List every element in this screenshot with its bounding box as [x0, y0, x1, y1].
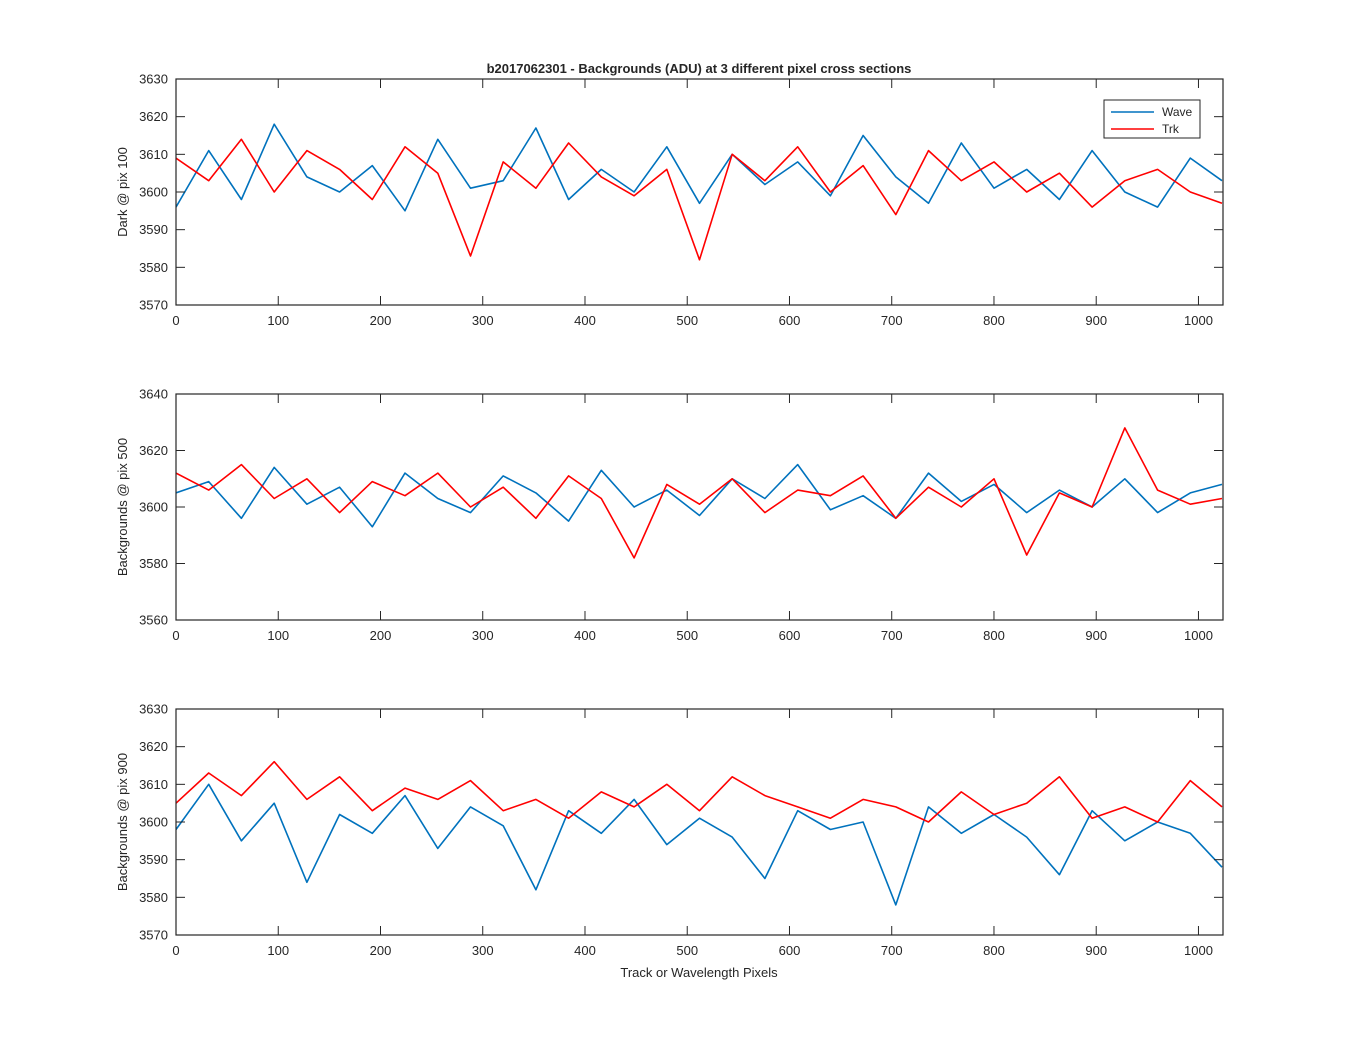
y-tick-label: 3560	[139, 613, 168, 628]
x-tick-label: 0	[172, 943, 179, 958]
y-tick-label: 3630	[139, 72, 168, 87]
x-tick-label: 300	[472, 628, 494, 643]
x-tick-label: 300	[472, 943, 494, 958]
y-tick-label: 3610	[139, 777, 168, 792]
x-tick-label: 600	[779, 313, 801, 328]
y-axis-label: Backgrounds @ pix 900	[115, 753, 130, 891]
y-tick-label: 3600	[139, 815, 168, 830]
x-tick-label: 600	[779, 943, 801, 958]
x-tick-label: 100	[267, 943, 289, 958]
y-tick-label: 3630	[139, 702, 168, 717]
series-trk-line	[176, 427, 1223, 559]
y-tick-label: 3620	[139, 739, 168, 754]
x-tick-label: 100	[267, 313, 289, 328]
x-tick-label: 400	[574, 628, 596, 643]
y-tick-label: 3590	[139, 222, 168, 237]
y-axis-label: Dark @ pix 100	[115, 147, 130, 237]
x-tick-label: 800	[983, 313, 1005, 328]
legend-label-trk: Trk	[1162, 122, 1180, 136]
x-tick-label: 1000	[1184, 943, 1213, 958]
y-tick-label: 3600	[139, 500, 168, 515]
x-tick-label: 900	[1085, 628, 1107, 643]
x-tick-label: 500	[676, 313, 698, 328]
series-trk-line	[176, 138, 1223, 261]
series-wave-line	[176, 783, 1223, 906]
x-tick-label: 100	[267, 628, 289, 643]
x-tick-label: 200	[370, 313, 392, 328]
x-tick-label: 600	[779, 628, 801, 643]
x-tick-label: 200	[370, 628, 392, 643]
panel-2: 0 100 200 300 400 500 600 700 800 900 1000 3560 3580…	[115, 387, 1224, 643]
legend-box	[1103, 99, 1201, 139]
panel-3: 0 100 200 300 400 500 600 700 800 900 1000 3570 3580…	[115, 702, 1224, 958]
x-tick-label: 800	[983, 943, 1005, 958]
y-tick-label: 3610	[139, 147, 168, 162]
x-tick-label: 700	[881, 313, 903, 328]
y-axis-label: Backgrounds @ pix 500	[115, 438, 130, 576]
plot-area	[176, 709, 1223, 935]
y-tick-label: 3580	[139, 890, 168, 905]
y-tick-label: 3640	[139, 387, 168, 402]
series-wave-line	[176, 123, 1223, 212]
plot-area	[176, 394, 1223, 620]
y-tick-label: 3570	[139, 298, 168, 313]
legend-label-wave: Wave	[1162, 105, 1193, 119]
axes-frame	[175, 78, 1224, 306]
x-tick-label: 0	[172, 628, 179, 643]
x-tick-label: 200	[370, 943, 392, 958]
x-tick-label: 0	[172, 313, 179, 328]
y-tick-label: 3590	[139, 852, 168, 867]
y-tick-label: 3620	[139, 109, 168, 124]
x-tick-label: 900	[1085, 313, 1107, 328]
x-tick-label: 400	[574, 313, 596, 328]
chart-title: b2017062301 - Backgrounds (ADU) at 3 dif…	[487, 61, 912, 76]
x-tick-label: 800	[983, 628, 1005, 643]
y-tick-label: 3570	[139, 928, 168, 943]
x-tick-label: 1000	[1184, 628, 1213, 643]
x-tick-label: 500	[676, 628, 698, 643]
x-tick-label: 400	[574, 943, 596, 958]
legend: Wave Trk	[1103, 99, 1201, 139]
y-tick-label: 3580	[139, 260, 168, 275]
plot-area	[176, 79, 1223, 305]
y-tick-label: 3580	[139, 556, 168, 571]
panel-1: 0 100 200 300 400 500 600 700 800 900 1000 3570 3580…	[115, 72, 1224, 328]
x-tick-label: 1000	[1184, 313, 1213, 328]
x-tick-label: 500	[676, 943, 698, 958]
y-tick-label: 3620	[139, 443, 168, 458]
x-tick-label: 900	[1085, 943, 1107, 958]
x-tick-label: 300	[472, 313, 494, 328]
y-tick-label: 3600	[139, 185, 168, 200]
series-wave-line	[176, 463, 1223, 528]
x-tick-label: 700	[881, 628, 903, 643]
series-trk-line	[176, 760, 1223, 823]
axes-frame	[175, 393, 1224, 621]
x-axis-label: Track or Wavelength Pixels	[620, 965, 778, 980]
x-tick-label: 700	[881, 943, 903, 958]
axes-frame	[175, 708, 1224, 936]
